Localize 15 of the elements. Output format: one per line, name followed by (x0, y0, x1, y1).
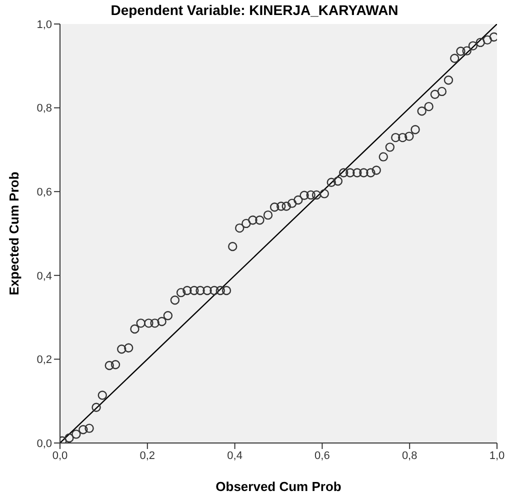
y-tick-label: 0,0 (36, 438, 52, 450)
x-tick-label: 0,8 (402, 450, 418, 462)
x-tick-label: 1,0 (489, 450, 505, 462)
x-tick-label: 0,0 (52, 450, 68, 462)
y-tick-label: 1,0 (36, 18, 52, 31)
y-tick-label: 0,6 (36, 186, 52, 199)
y-tick-label: 0,2 (36, 354, 52, 366)
x-axis-title: Observed Cum Prob (216, 479, 342, 494)
y-tick-label: 0,4 (36, 270, 52, 282)
chart-title: Dependent Variable: KINERJA_KARYAWAN (110, 2, 400, 18)
y-axis-title: Expected Cum Prob (6, 172, 22, 296)
x-tick-label: 0,6 (314, 450, 330, 462)
x-tick-label: 0,4 (227, 450, 242, 462)
x-tick-label: 0,2 (140, 450, 156, 462)
y-tick-label: 0,8 (36, 102, 52, 115)
